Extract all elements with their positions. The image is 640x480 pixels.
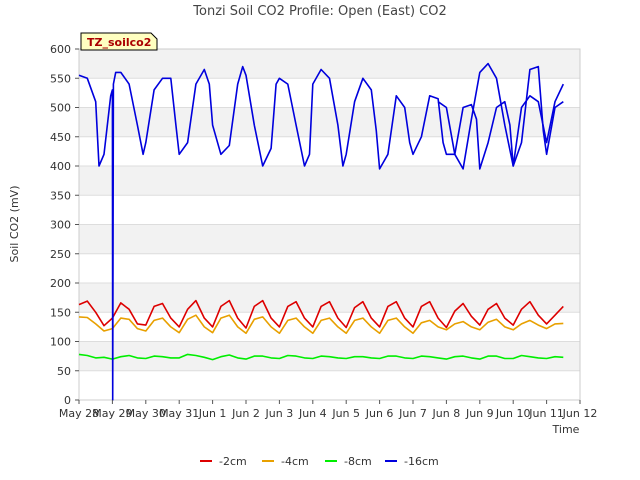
y-tick-label: 50 [57, 365, 71, 378]
y-tick-label: 500 [50, 102, 71, 115]
y-tick-label: 400 [50, 160, 71, 173]
y-tick-label: 250 [50, 248, 71, 261]
y-tick-label: 0 [64, 394, 71, 407]
plot-bands [79, 49, 580, 371]
chart-title: Tonzi Soil CO2 Profile: Open (East) CO2 [192, 4, 446, 19]
plot-band [79, 166, 580, 196]
y-tick-label: 600 [50, 43, 71, 56]
x-tick-label: Jun 1 [198, 407, 227, 420]
x-axis-label: Time [552, 423, 580, 436]
y-tick-label: 300 [50, 219, 71, 232]
series-line [78, 353, 564, 361]
y-tick-label: 450 [50, 131, 71, 144]
x-tick-label: Jun 3 [265, 407, 294, 420]
y-tick-label: 550 [50, 72, 71, 85]
x-tick-label: Jun 7 [398, 407, 427, 420]
x-tick-label: Jun 6 [365, 407, 394, 420]
x-tick-label: May 30 [126, 407, 166, 420]
y-tick-label: 100 [50, 336, 71, 349]
series-line [78, 314, 564, 335]
series-line [78, 299, 564, 329]
y-tick-label: 200 [50, 277, 71, 290]
x-tick-label: Jun 11 [528, 407, 564, 420]
x-tick-label: Jun 5 [331, 407, 360, 420]
x-tick-label: Jun 10 [495, 407, 531, 420]
y-tick-label: 350 [50, 189, 71, 202]
legend-label: -16cm [404, 455, 439, 468]
site-label-background [80, 32, 158, 51]
x-tick-label: May 28 [59, 407, 99, 420]
legend-label: -2cm [219, 455, 247, 468]
y-tick-label: 150 [50, 306, 71, 319]
plot-band [79, 224, 580, 254]
x-tick-label: Jun 8 [432, 407, 461, 420]
site-label-box: TZ_soilco2 [80, 32, 158, 51]
x-tick-label: May 31 [159, 407, 199, 420]
x-tick-label: Jun 4 [298, 407, 327, 420]
plot-band [79, 49, 580, 79]
x-tick-label: Jun 9 [465, 407, 494, 420]
legend-label: -8cm [344, 455, 372, 468]
y-axis-ticks: 0 50 100 150 200 250 300 350 400 450 500 550 600 [50, 43, 79, 407]
x-tick-label: Jun 2 [231, 407, 260, 420]
plot-band [79, 107, 580, 137]
x-tick-label: May 29 [92, 407, 132, 420]
plot-band [79, 283, 580, 313]
site-label: TZ_soilco2 [87, 36, 151, 49]
x-tick-label: Jun 12 [562, 407, 598, 420]
y-axis-label: Soil CO2 (mV) [8, 186, 21, 263]
series-layer [78, 62, 565, 401]
series-line [78, 65, 564, 401]
legend-label: -4cm [281, 455, 309, 468]
legend: -2cm -4cm -8cm -16cm [200, 455, 439, 468]
series-line [437, 62, 565, 170]
